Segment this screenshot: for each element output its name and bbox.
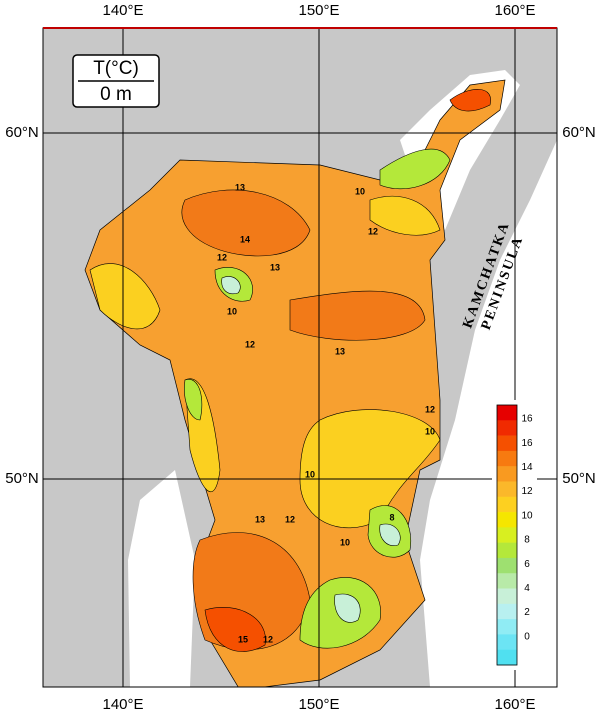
lat-label: 60°N bbox=[562, 124, 596, 141]
lon-label: 140°E bbox=[102, 2, 143, 19]
colorbar-swatch bbox=[497, 450, 517, 467]
colorbar-label: 8 bbox=[524, 535, 530, 546]
lat-label: 50°N bbox=[562, 470, 596, 487]
contour-label: 10 bbox=[425, 426, 435, 436]
colorbar-label: 14 bbox=[521, 462, 533, 473]
colorbar-label: 6 bbox=[524, 559, 530, 570]
contour-labels: 13 14 13 12 10 12 13 12 10 10 12 13 12 10 15 12 10 8 bbox=[217, 182, 435, 644]
colorbar-swatch bbox=[497, 542, 517, 559]
contour-label: 14 bbox=[240, 234, 250, 244]
lon-label: 150°E bbox=[298, 696, 339, 713]
colorbar-swatch bbox=[497, 496, 517, 513]
contour-label: 10 bbox=[305, 469, 315, 479]
colorbar-label: 4 bbox=[524, 583, 530, 594]
colorbar-swatch bbox=[497, 588, 517, 605]
colorbar-label: 16 bbox=[521, 414, 533, 425]
lon-label: 160°E bbox=[494, 696, 535, 713]
contour-label: 13 bbox=[270, 262, 280, 272]
cool-zone bbox=[184, 148, 451, 649]
colorbar-swatch bbox=[497, 466, 517, 482]
depth-label: 0 m bbox=[100, 84, 132, 105]
contour-label: 12 bbox=[425, 404, 435, 414]
map-body: 13 14 13 12 10 12 13 12 10 10 12 13 12 10 15 12 10 8 bbox=[43, 28, 557, 687]
contour-label: 12 bbox=[245, 339, 255, 349]
cold-zone bbox=[221, 276, 401, 623]
lat-label: 50°N bbox=[5, 470, 39, 487]
sea-of-japan bbox=[128, 470, 195, 687]
colorbar-swatch bbox=[497, 603, 517, 620]
colorbar-outline bbox=[496, 404, 518, 666]
contour-label: 12 bbox=[368, 226, 378, 236]
contour-label: 12 bbox=[263, 634, 273, 644]
colorbar-label: 16 bbox=[521, 438, 533, 449]
contour-label: 12 bbox=[285, 514, 295, 524]
contour-label: 13 bbox=[235, 182, 245, 192]
variable-label: T(°C) bbox=[93, 58, 139, 79]
colorbar-swatch bbox=[497, 481, 517, 498]
colorbar-swatch bbox=[497, 634, 517, 651]
colorbar-swatch bbox=[497, 435, 517, 452]
colorbar-swatch bbox=[497, 405, 517, 421]
contour-label: 10 bbox=[227, 306, 237, 316]
colorbar-swatch bbox=[497, 573, 517, 589]
contour-label: 13 bbox=[335, 346, 345, 356]
contour-label: 10 bbox=[340, 537, 350, 547]
lon-labels: 140°E 140°E 150°E 150°E 160°E 160°E bbox=[102, 2, 535, 713]
contour-label: 13 bbox=[255, 514, 265, 524]
contour-label: 8 bbox=[389, 512, 394, 522]
colorbar-label: 0 bbox=[524, 631, 530, 642]
lat-labels: 60°N 60°N 50°N 50°N bbox=[5, 124, 596, 487]
colorbar: 16 16 14 12 10 8 6 4 2 0 bbox=[496, 404, 533, 666]
contour-label: 15 bbox=[238, 634, 248, 644]
lon-label: 160°E bbox=[494, 2, 535, 19]
warm-zone bbox=[181, 189, 426, 650]
colorbar-label: 12 bbox=[521, 486, 533, 497]
colorbar-swatch bbox=[497, 619, 517, 635]
colorbar-swatch bbox=[497, 527, 517, 543]
colorbar-label: 2 bbox=[524, 607, 530, 618]
colorbar-label: 10 bbox=[521, 510, 533, 521]
colorbar-swatch bbox=[497, 649, 517, 666]
hot-zone bbox=[204, 89, 491, 652]
lon-label: 140°E bbox=[102, 696, 143, 713]
colorbar-swatch bbox=[497, 512, 517, 528]
lat-label: 60°N bbox=[5, 124, 39, 141]
lon-label: 150°E bbox=[298, 2, 339, 19]
contour-label: 10 bbox=[355, 186, 365, 196]
colorbar-swatch bbox=[497, 420, 517, 436]
contour-label: 12 bbox=[217, 252, 227, 262]
colorbar-swatch bbox=[497, 557, 517, 574]
